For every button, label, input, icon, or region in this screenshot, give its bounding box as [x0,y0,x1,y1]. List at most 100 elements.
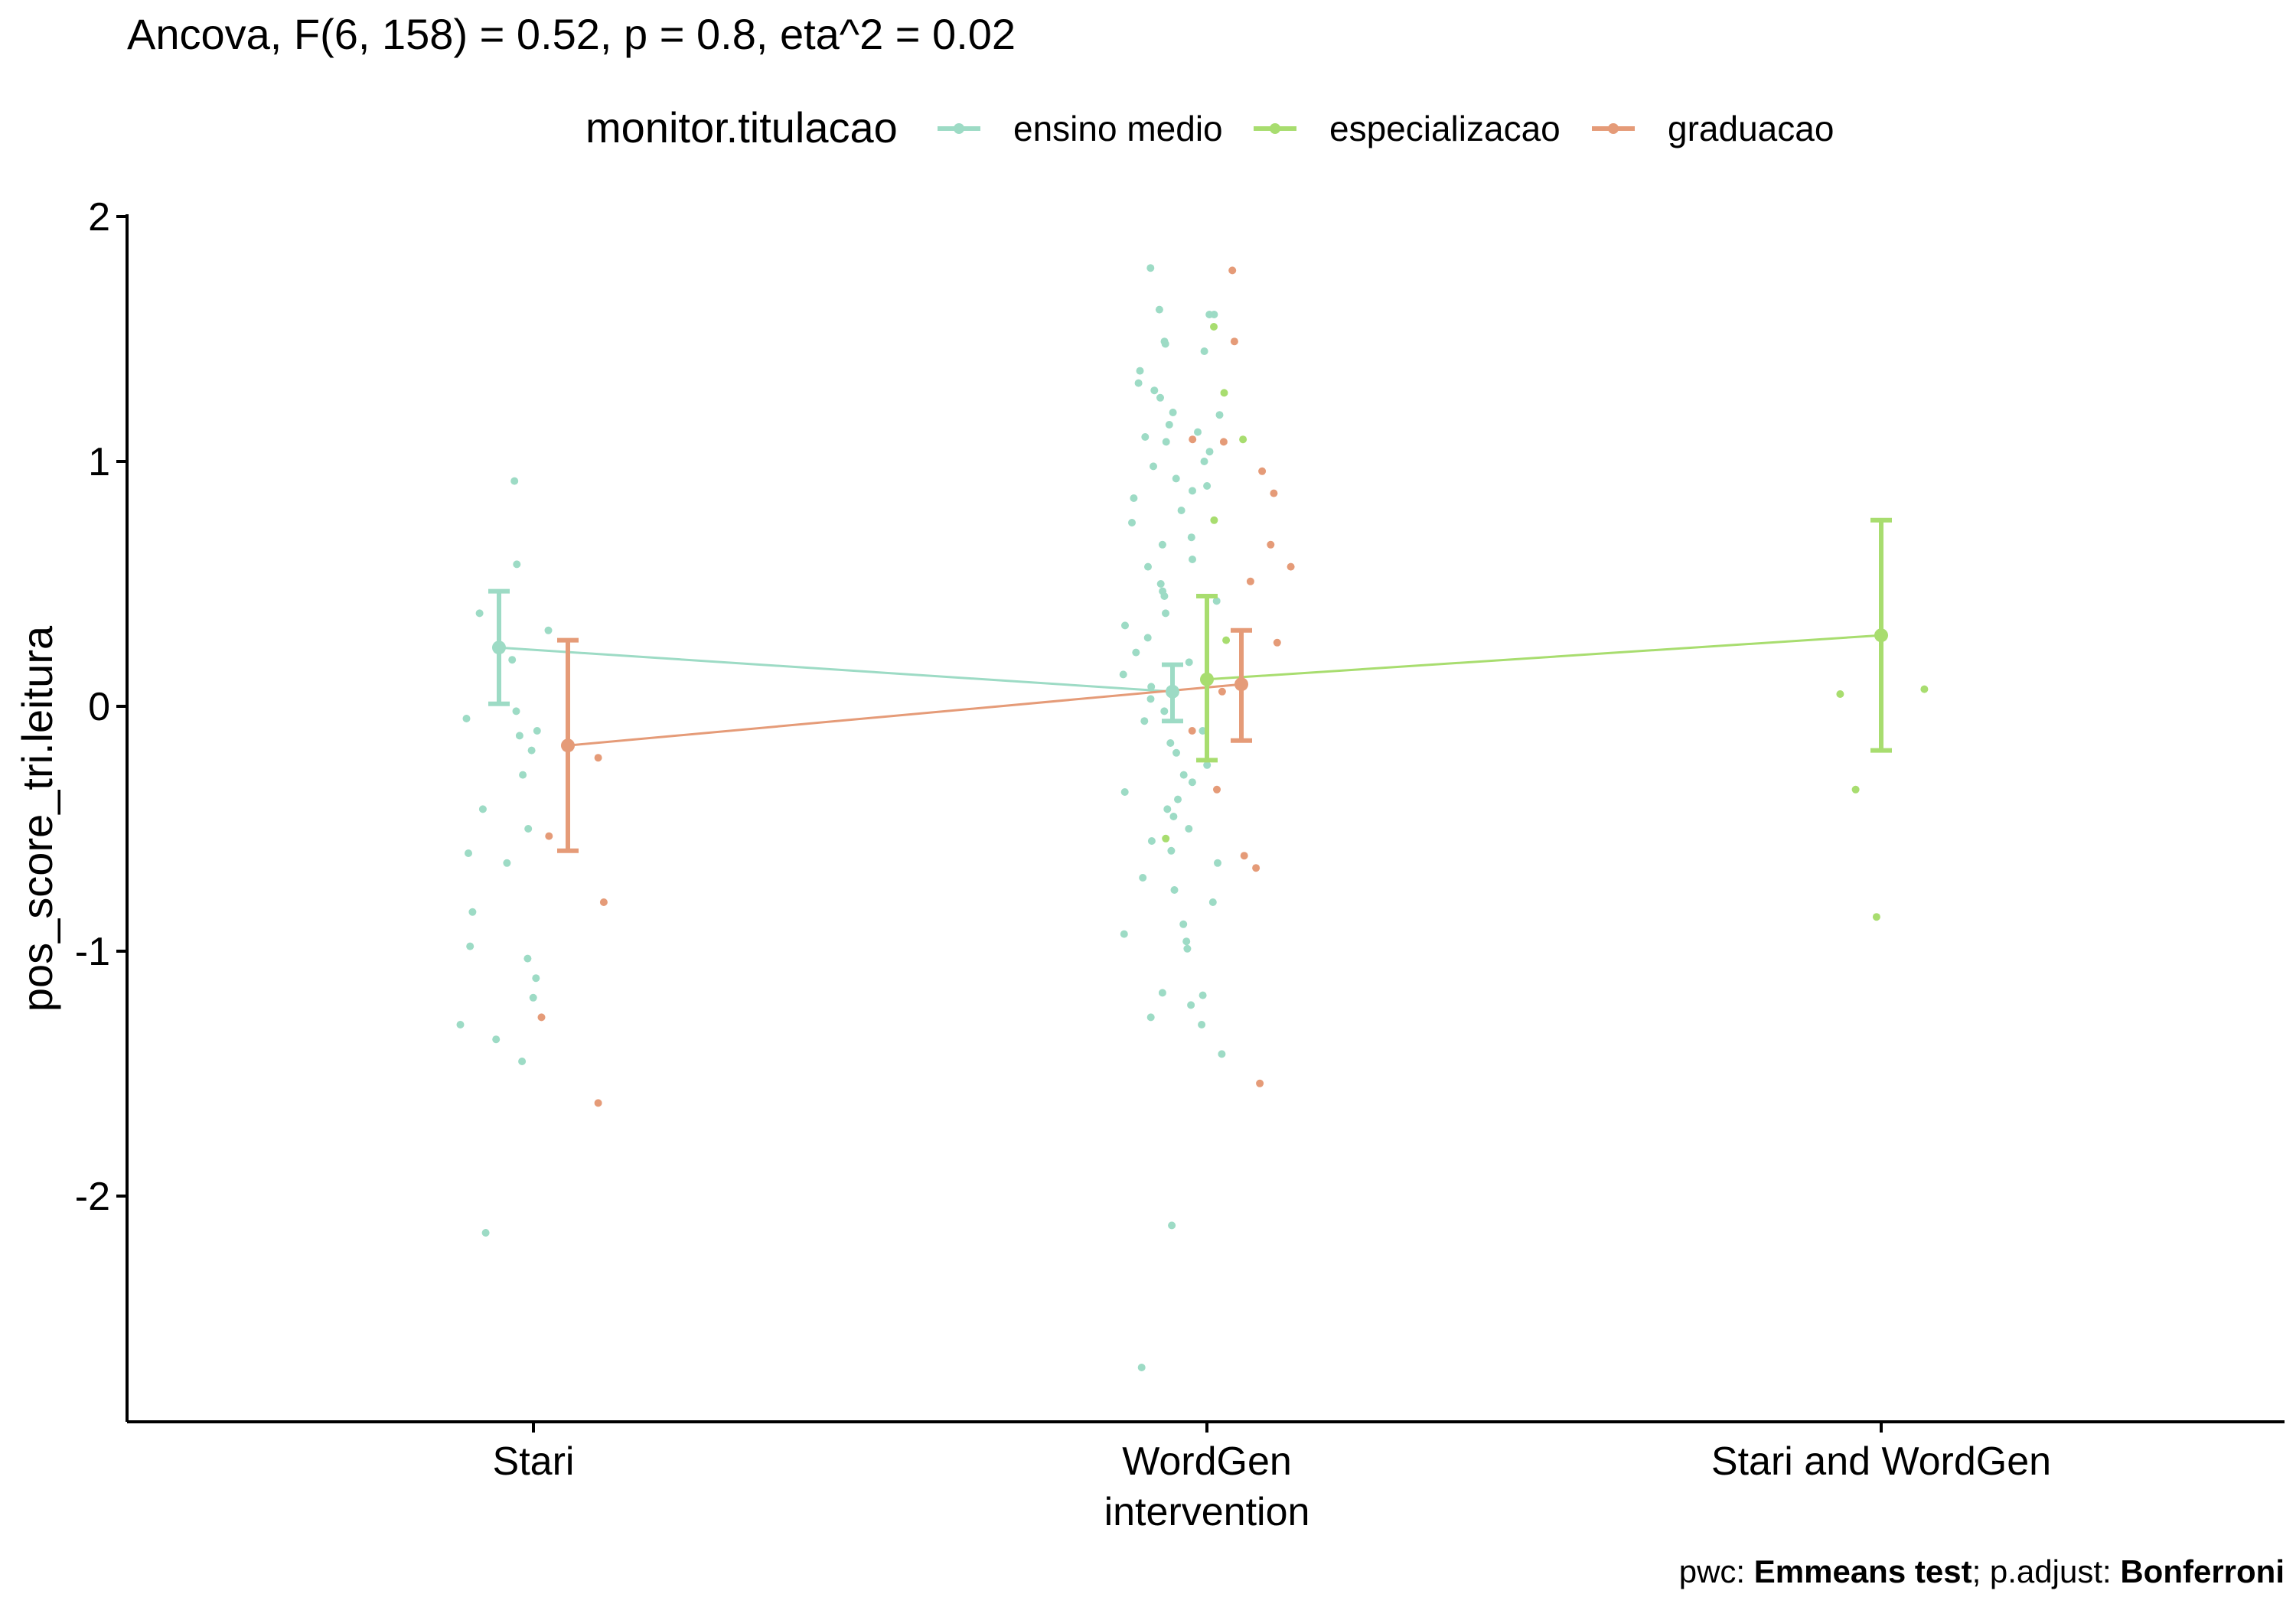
data-point [1158,540,1166,549]
caption-test-name: Emmeans test [1754,1553,1972,1589]
data-point [1210,323,1218,331]
data-point [518,1058,527,1065]
data-point [1147,683,1156,691]
data-point [492,1035,501,1044]
data-point [529,993,537,1002]
data-point [1140,717,1149,725]
data-point [1187,1001,1195,1009]
data-point [1165,421,1173,429]
x-tick-label: Stari and WordGen [1711,1439,2051,1484]
data-point [1168,1221,1176,1230]
data-point [1872,913,1880,921]
data-point [1146,264,1155,272]
data-point [1156,580,1165,588]
data-point [1139,874,1147,882]
data-point [503,859,511,867]
data-point [1120,788,1129,796]
jitter-points [456,264,1929,1371]
legend-item-especializacao: especializacao [1254,109,1561,148]
data-point [527,746,536,755]
chart-title: Ancova, F(6, 158) = 0.52, p = 0.8, eta^2… [127,10,1016,58]
data-point [1172,474,1180,483]
data-point [512,707,520,715]
data-point [519,771,527,779]
data-point [1246,577,1254,585]
mean-line-especializacao [1206,634,1882,681]
data-point [1150,462,1157,471]
data-point [1220,389,1228,397]
legend-key-point [1270,123,1280,134]
error-bars [488,517,1892,853]
data-point [456,1021,465,1028]
data-point [1212,597,1221,605]
data-point [510,477,519,485]
data-point [1239,435,1247,444]
legend: monitor.titulacao ensino medio especializ… [585,103,1834,152]
caption-adjust-label: ; p.adjust: [1972,1553,2121,1589]
data-point [1130,494,1138,502]
y-tick-label: 1 [88,440,110,484]
data-point [1228,266,1237,275]
legend-title: monitor.titulacao [585,103,898,152]
data-point [1205,448,1214,456]
data-point [1137,1364,1146,1371]
caption-pwc-label: pwc: [1679,1553,1754,1589]
data-point [1141,433,1150,441]
y-tick-label: -2 [75,1175,110,1219]
data-point [1160,707,1169,715]
data-point [1198,1021,1206,1028]
data-point [1162,834,1170,843]
data-point [508,656,517,664]
data-point [1144,562,1152,571]
data-point [1136,367,1144,375]
data-point [1252,864,1261,872]
data-point [478,805,487,813]
data-point [533,727,541,735]
data-point [1185,658,1193,667]
data-point [1270,489,1278,497]
data-point [1179,920,1188,928]
mean-lines [498,634,1882,747]
data-point [1169,409,1177,416]
data-point [1215,411,1224,419]
data-point [468,908,477,916]
data-point [462,715,471,722]
mean-line-ensino-medio [498,646,1173,693]
data-point [599,898,608,906]
data-point [1199,991,1207,999]
x-tick-label: WordGen intervention [1104,1439,1310,1534]
data-point [1128,519,1136,526]
data-point [524,825,533,833]
data-point [481,1229,490,1237]
data-point [1182,937,1191,946]
y-axis-title: pos_score_tri.leitura [13,625,61,1012]
data-point [1267,540,1275,549]
data-point [1161,340,1169,348]
data-point [532,974,540,983]
legend-item-ensino-medio: ensino medio [938,109,1223,148]
legend-label: especializacao [1329,109,1561,148]
data-point [1189,556,1196,563]
legend-key-point [954,123,964,134]
data-point [1174,795,1182,804]
legend-key-point [1608,123,1619,134]
data-point [1189,487,1196,495]
data-point [1203,482,1212,490]
data-point [1158,989,1166,997]
data-point [1162,609,1169,618]
data-point [1167,846,1176,855]
data-point [1156,393,1164,402]
data-point [523,954,532,963]
data-point [544,626,553,634]
data-point [1179,771,1188,779]
data-point [1185,825,1193,833]
data-point [1177,507,1186,514]
data-point [1240,852,1248,860]
data-point [1187,533,1195,542]
legend-label: ensino medio [1013,109,1223,148]
x-tick-label: Stari [493,1439,575,1484]
data-point [1170,886,1179,894]
data-point [594,754,602,762]
data-point [1210,516,1218,524]
